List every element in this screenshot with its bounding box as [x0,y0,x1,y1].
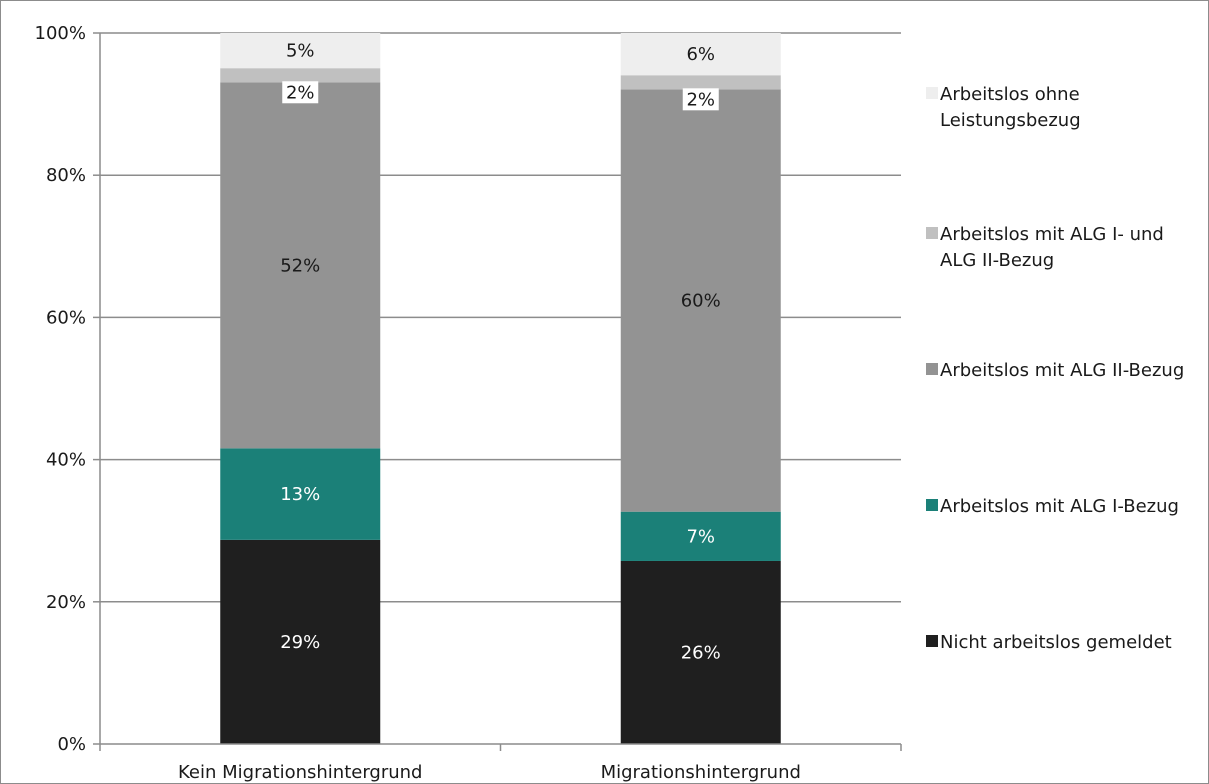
legend-swatch [926,87,938,99]
legend-label: ALG II-Bezug [940,250,1054,271]
x-category-label: Kein Migrationshintergrund [178,762,422,783]
bar-segment [620,511,781,561]
legend-label: Arbeitslos mit ALG II-Bezug [940,360,1184,381]
data-label: 52% [280,255,320,276]
data-label: 2% [686,89,715,110]
data-label: 5% [286,41,315,62]
bar-segment [620,89,781,512]
legend-swatch [926,499,938,511]
data-label: 13% [280,484,320,505]
y-tick-label: 0% [57,734,86,755]
legend-swatch [926,635,938,647]
bar-segment [220,33,381,69]
y-tick-label: 40% [46,450,86,471]
bar-segment [220,539,381,744]
axes [93,32,902,751]
legend-swatch [926,227,938,239]
y-tick-label: 60% [46,307,86,328]
y-tick-label: 100% [35,23,86,44]
legend-label: Arbeitslos ohne [940,84,1080,105]
data-label: 26% [681,642,721,663]
bar-segment [620,560,781,744]
data-label: 60% [681,291,721,312]
data-label: 2% [286,82,315,103]
x-axis-categories: Kein Migrationshintergrund Migrationshint… [178,762,801,783]
data-label: 7% [686,526,715,547]
legend-label: Arbeitslos mit ALG I-Bezug [940,496,1179,517]
x-category-label: Migrationshintergrund [601,762,801,783]
bar-segment [220,68,381,83]
y-tick-label: 80% [46,165,86,186]
legend-label: Leistungsbezug [940,110,1081,131]
data-label: 29% [280,632,320,653]
y-tick-label: 20% [46,592,86,613]
data-label: 6% [686,44,715,65]
data-label-box [282,81,319,104]
y-axis-ticks: 0% 20% 40% 60% 80% 100% [35,23,86,755]
bar-segment [620,33,781,76]
legend-label: Nicht arbeitslos gemeldet [940,632,1172,653]
legend: Arbeitslos ohne Leistungsbezug Arbeitslos … [926,84,1184,653]
legend-label: Arbeitslos mit ALG I- und [940,224,1164,245]
bar-segment [220,82,381,449]
data-label-box [682,88,719,111]
legend-swatch [926,363,938,375]
bar-segment [220,448,381,540]
gridlines [100,32,901,603]
bars: 29% 13% 52% 2% 5% 26% 7% 60% 2% 6% [220,33,781,744]
bar-segment [620,75,781,90]
